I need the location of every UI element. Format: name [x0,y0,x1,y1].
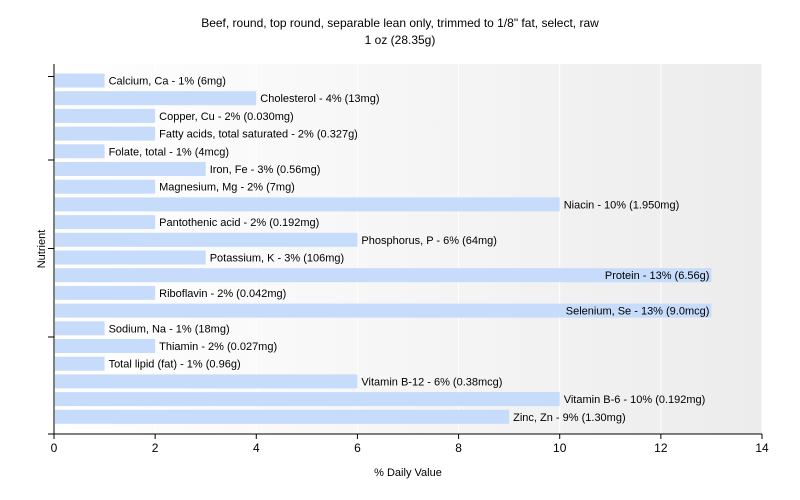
bar [55,73,105,88]
bar-label: Folate, total - 1% (4mcg) [109,146,229,158]
bar-label: Potassium, K - 3% (106mg) [210,253,345,265]
bar-label: Calcium, Ca - 1% (6mg) [109,76,226,88]
bar-label: Vitamin B-12 - 6% (0.38mcg) [361,376,502,388]
x-tick-label-5: 10 [553,441,567,455]
x-axis-label: % Daily Value [374,467,442,479]
bar [55,303,712,318]
bar-label: Sodium, Na - 1% (18mg) [109,323,230,335]
bar [55,91,257,106]
bar [55,321,105,336]
chart-subtitle: 1 oz (28.35g) [364,33,436,47]
bar-label: Niacin - 10% (1.950mg) [564,199,680,211]
bar-label: Magnesium, Mg - 2% (7mg) [159,182,295,194]
bar [55,162,206,176]
bar-label: Phosphorus, P - 6% (64mg) [361,235,497,247]
bar-label: Fatty acids, total saturated - 2% (0.327… [159,129,358,141]
x-tick-label-0: 0 [51,441,58,455]
bar [55,409,510,424]
bar [55,285,156,300]
bar [55,108,156,123]
bar-label: Iron, Fe - 3% (0.56mg) [210,164,321,176]
bar-label: Copper, Cu - 2% (0.030mg) [159,111,294,123]
bar [55,144,105,159]
x-tick-label-3: 6 [354,441,361,455]
x-tick-label-1: 2 [152,441,159,455]
bar [55,197,560,212]
bar [55,179,156,194]
bar-label: Selenium, Se - 13% (9.0mcg) [566,306,710,318]
x-tick-label-7: 14 [755,441,769,455]
chart-title: Beef, round, top round, separable lean o… [201,16,599,30]
plot-area [54,64,762,434]
bar-label: Total lipid (fat) - 1% (0.96g) [109,359,241,371]
bar-label: Riboflavin - 2% (0.042mg) [159,288,286,300]
bar-label: Cholesterol - 4% (13mg) [260,93,379,105]
bar [55,232,358,247]
y-axis-label: Nutrient [36,230,48,269]
bar [55,250,206,265]
bar-label: Protein - 13% (6.56g) [605,270,710,282]
bar [55,126,156,141]
bar-label: Vitamin B-6 - 10% (0.192mg) [564,394,706,406]
bar-label: Thiamin - 2% (0.027mg) [159,341,277,353]
x-tick-label-6: 12 [654,441,668,455]
bar [55,392,560,407]
bar [55,215,156,230]
bar [55,356,105,371]
bar-label: Pantothenic acid - 2% (0.192mg) [159,217,319,229]
bar [55,268,712,283]
bar [55,374,358,389]
x-tick-label-4: 8 [455,441,462,455]
bar-label: Zinc, Zn - 9% (1.30mg) [513,412,625,424]
x-tick-label-2: 4 [253,441,260,455]
bar [55,339,156,353]
